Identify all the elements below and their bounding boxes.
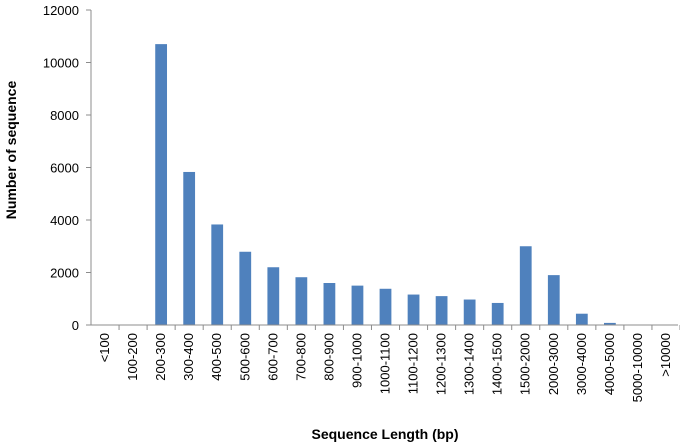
bar — [575, 313, 588, 325]
bar — [379, 288, 392, 325]
y-tick-label: 6000 — [50, 161, 79, 176]
bar — [155, 44, 168, 325]
x-tick-label: 1400-1500 — [490, 333, 505, 395]
x-tick-label: 500-600 — [237, 333, 252, 381]
x-tick-label: 5000-10000 — [630, 333, 645, 402]
bar — [519, 246, 532, 325]
x-tick-label: 200-300 — [153, 333, 168, 381]
x-axis-title: Sequence Length (bp) — [312, 426, 459, 442]
bar — [435, 296, 448, 325]
bar — [323, 283, 336, 325]
x-tick-label: >10000 — [658, 333, 673, 377]
x-tick-label: 900-1000 — [349, 333, 364, 388]
x-tick-label: 1500-2000 — [518, 333, 533, 395]
bar — [547, 275, 560, 325]
y-tick-label: 12000 — [43, 3, 79, 18]
x-tick-label: 1000-1100 — [378, 333, 393, 394]
bar — [267, 267, 280, 325]
y-tick-label: 4000 — [50, 213, 79, 228]
x-tick-label: <100 — [97, 333, 112, 362]
x-tick-label: 100-200 — [125, 333, 140, 381]
y-tick-label: 10000 — [43, 56, 79, 71]
x-tick-label: 700-800 — [293, 333, 308, 381]
bar — [603, 322, 616, 325]
x-tick-label: 4000-5000 — [602, 333, 617, 395]
bar — [239, 251, 252, 325]
bar — [463, 299, 476, 325]
bar — [407, 294, 420, 325]
bar — [211, 224, 224, 325]
x-tick-label: 1300-1400 — [462, 333, 477, 395]
bar — [295, 277, 308, 325]
bar — [183, 171, 196, 325]
x-tick-label: 300-400 — [181, 333, 196, 381]
x-tick-label: 3000-4000 — [574, 333, 589, 395]
x-tick-label: 2000-3000 — [546, 333, 561, 395]
x-tick-label: 1100-1200 — [406, 333, 421, 394]
x-tick-label: 400-500 — [209, 333, 224, 381]
x-tick-label: 1200-1300 — [434, 333, 449, 395]
bar — [491, 302, 504, 325]
bar — [351, 285, 364, 325]
x-tick-label: 600-700 — [265, 333, 280, 381]
y-tick-label: 0 — [72, 318, 79, 333]
y-tick-label: 8000 — [50, 108, 79, 123]
y-tick-label: 2000 — [50, 266, 79, 281]
y-axis-title: Number of sequence — [3, 81, 19, 220]
x-tick-label: 800-900 — [321, 333, 336, 381]
